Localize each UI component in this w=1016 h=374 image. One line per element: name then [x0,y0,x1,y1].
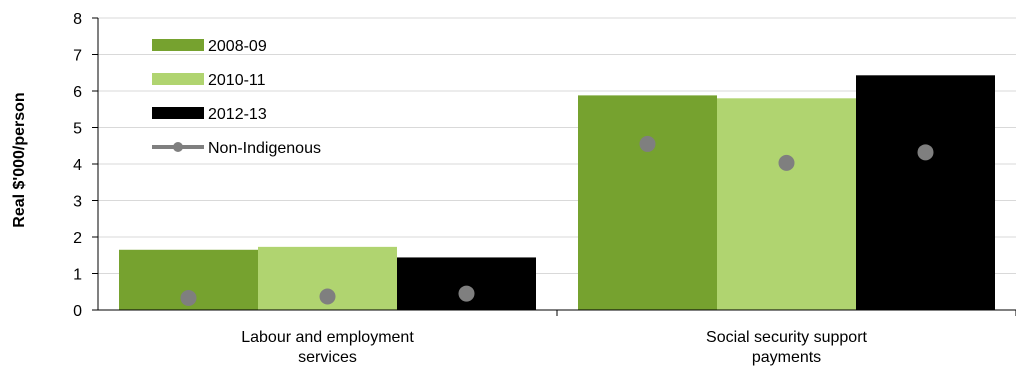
y-tick-label: 5 [73,121,82,138]
non-indigenous-marker [319,288,336,305]
non-indigenous-marker [778,154,795,171]
bar [856,75,995,311]
y-tick-label: 0 [73,303,82,320]
bar [397,257,536,310]
y-tick-label: 3 [73,194,82,211]
legend-label: 2010-11 [208,72,266,89]
legend: 2008-09 2010-11 2012-13 Non-Indigenous [152,38,321,157]
legend-swatch [152,107,204,119]
y-tick-label: 1 [73,267,82,284]
x-category-label: Labour and employment [241,329,414,346]
x-category-label: Social security support [706,329,868,346]
legend-label: 2008-09 [208,38,267,55]
legend-swatch [152,39,204,51]
bars [119,75,995,311]
x-category-label: services [298,349,357,366]
non-indigenous-marker [180,289,197,306]
y-tick-label: 4 [73,157,82,174]
non-indigenous-marker [639,135,656,152]
y-axis-title: Real $'000/person [11,92,28,227]
legend-swatch [152,73,204,85]
non-indigenous-markers [180,135,934,306]
legend-marker [173,142,183,152]
bar [578,95,717,310]
non-indigenous-marker [458,285,475,302]
y-tick-label: 8 [73,11,82,28]
legend-label: Non-Indigenous [208,140,321,157]
legend-label: 2012-13 [208,106,267,123]
non-indigenous-marker [917,144,934,161]
axes: 0 1 2 3 4 5 6 7 8 Labour and employment services So… [73,11,1016,366]
y-tick-label: 6 [73,84,82,101]
x-category-label: payments [752,349,821,366]
gridlines [98,17,1016,274]
y-tick-label: 7 [73,48,82,65]
y-tick-label: 2 [73,230,82,247]
bar [717,98,856,310]
